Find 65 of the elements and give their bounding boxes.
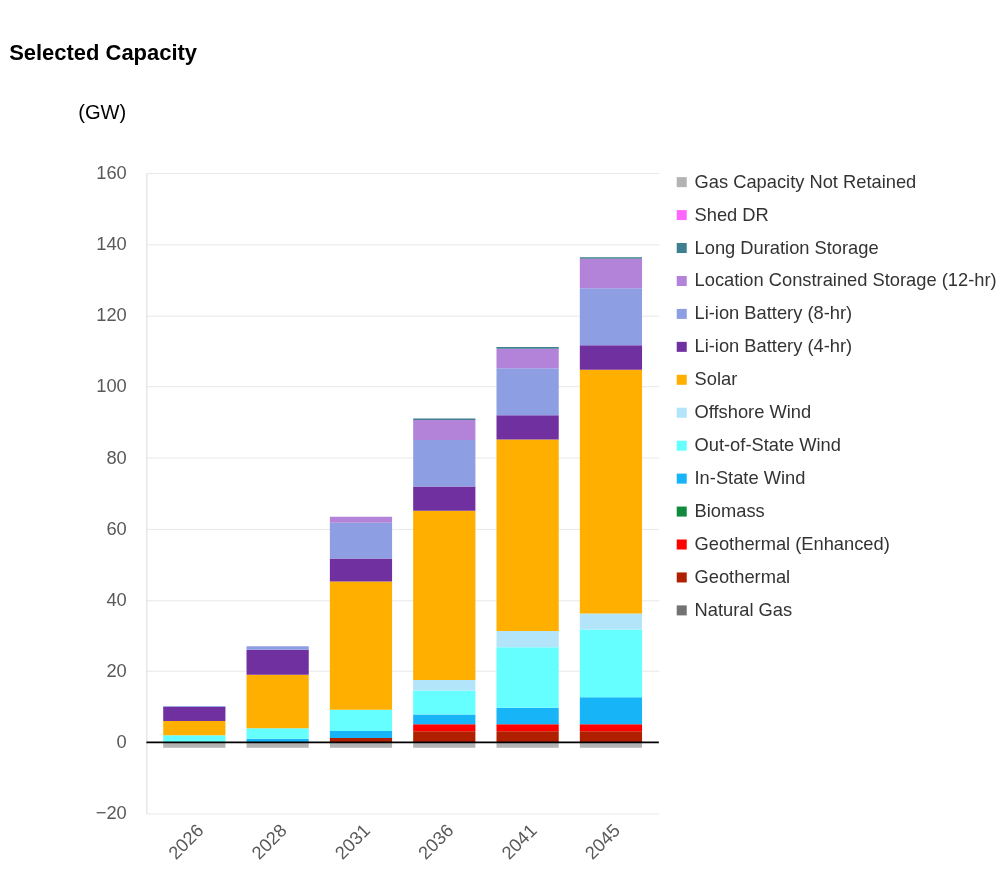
bar [496,724,559,732]
bar [579,629,643,698]
bar [246,674,309,729]
bar [496,368,559,416]
bar [329,709,393,731]
legend-label: Biomass [694,500,765,522]
bar [496,731,559,743]
legend-label: Long Duration Storage [694,236,879,258]
y-tick-label: 120 [96,304,127,326]
chart-title: Selected Capacity [9,40,198,66]
y-tick-label: 140 [96,233,127,255]
y-tick-label: 20 [106,660,127,682]
y-tick-label: 60 [106,517,127,539]
bar [579,258,643,289]
bar [579,724,643,732]
bar [163,721,226,736]
bar [246,649,309,675]
bar [496,415,559,440]
bar [496,439,559,631]
legend-label: Out-of-State Wind [694,434,841,456]
legend-label: Geothermal [694,565,791,587]
bar [246,646,309,650]
legend-label: Geothermal (Enhanced) [694,533,890,554]
bar [579,288,643,346]
legend-label: Location Constrained Storage (12-hr) [694,269,997,291]
bar [246,728,309,739]
bar [413,731,476,743]
legend-label: Li-ion Battery (4-hr) [694,335,853,357]
y-tick-label: 80 [106,446,127,468]
bar [329,581,393,710]
legend-label: Natural Gas [694,598,793,620]
bar [329,522,393,559]
bar [413,486,476,511]
bar [413,419,476,440]
bar [163,706,226,722]
bar [413,510,476,681]
bar [413,724,476,732]
y-tick-label: 160 [96,161,127,183]
bar [329,730,393,739]
bar [496,630,559,648]
bar [329,516,393,523]
y-tick-label: 100 [96,375,127,397]
y-axis-title: (GW) [78,100,127,123]
bar [496,647,559,708]
bar [413,690,476,715]
bar [579,345,643,370]
legend-label: Offshore Wind [694,401,812,423]
legend-label: Gas Capacity Not Retained [694,170,917,192]
bar [496,348,559,369]
y-tick-label: −20 [95,802,127,824]
bar [413,439,476,487]
bar [579,369,643,614]
bar [413,680,476,691]
y-tick-label: 0 [116,731,127,753]
legend-label: Solar [694,368,738,390]
legend-label: Shed DR [694,203,769,225]
legend-label: Li-ion Battery (8-hr) [694,302,853,324]
legend-label: In-State Wind [694,467,806,489]
bar [579,697,643,725]
bar [413,714,476,725]
bar [496,707,559,725]
bar [329,558,393,582]
bar [579,731,643,743]
bar [579,613,643,630]
y-tick-label: 40 [106,588,127,610]
